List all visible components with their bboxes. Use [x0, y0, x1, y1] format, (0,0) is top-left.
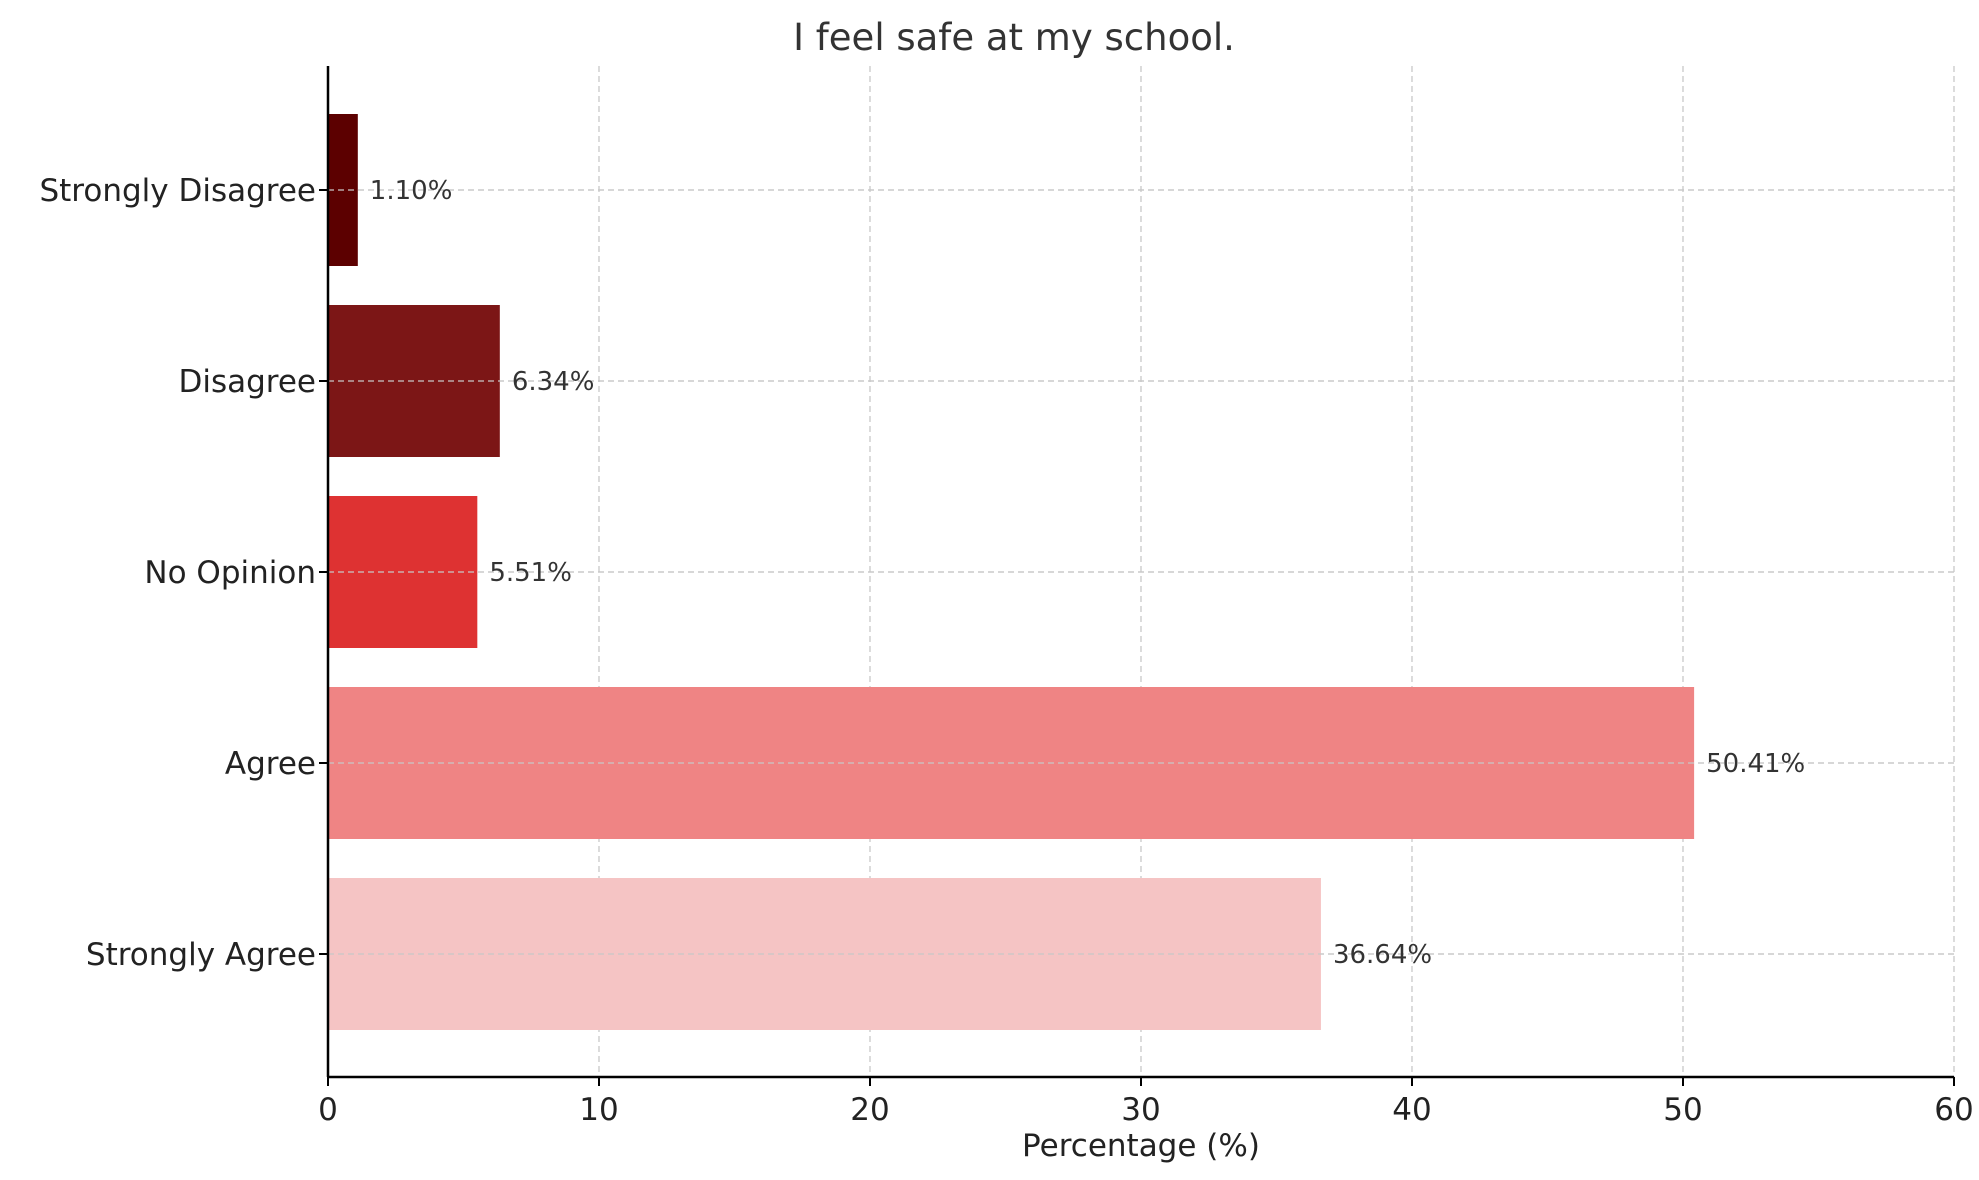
- axes: [319, 66, 1955, 1086]
- y-tick-label: No Opinion: [144, 555, 316, 591]
- x-tick-label: 50: [1663, 1092, 1702, 1128]
- data-label: 6.34%: [512, 367, 595, 397]
- data-label: 5.51%: [489, 558, 572, 588]
- data-label: 1.10%: [370, 176, 453, 206]
- data-label: 50.41%: [1706, 749, 1805, 779]
- x-tick-label: 10: [579, 1092, 618, 1128]
- x-tick-label: 0: [318, 1092, 338, 1128]
- y-tick-label: Agree: [225, 746, 316, 782]
- x-tick-label: 60: [1934, 1092, 1973, 1128]
- chart-title: I feel safe at my school.: [793, 16, 1235, 59]
- y-tick-label: Strongly Disagree: [39, 173, 316, 209]
- y-tick-label: Strongly Agree: [86, 937, 316, 973]
- x-tick-label: 30: [1121, 1092, 1160, 1128]
- y-tick-label: Disagree: [178, 364, 316, 400]
- data-label: 36.64%: [1333, 940, 1432, 970]
- x-tick-label: 40: [1392, 1092, 1431, 1128]
- x-axis-label: Percentage (%): [1022, 1128, 1260, 1164]
- x-tick-label: 20: [850, 1092, 889, 1128]
- labels: 0 10 20 30 40 50 60 Strongly Agree Agree No Opini…: [39, 173, 1973, 1128]
